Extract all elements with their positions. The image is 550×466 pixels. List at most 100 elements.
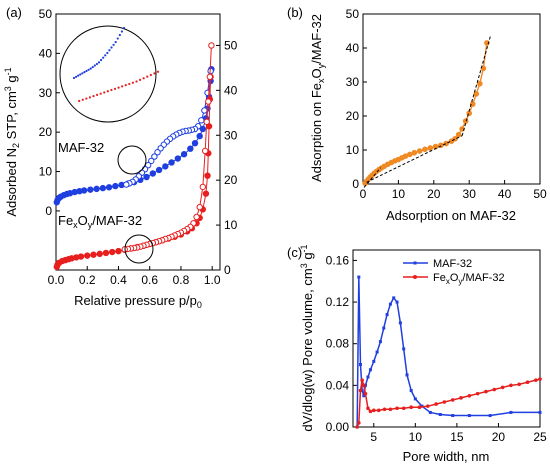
panel-a-ylabel: Adsorbed N2 STP, cm3 g-1 xyxy=(3,67,21,216)
panel-c-series-fexoy-point xyxy=(484,389,488,394)
panel-c-series-maf32-point xyxy=(382,326,386,330)
panel-a-yright-tick-label: 0 xyxy=(224,263,231,277)
panel-a-series-1-point xyxy=(162,163,169,170)
panel-a-inset-point xyxy=(104,54,107,57)
panel-a-yleft-tick-label: 50 xyxy=(39,7,53,21)
panel-a-series-2-point xyxy=(154,149,161,156)
panel-c-xtick-label: 20 xyxy=(492,430,506,444)
panel-a-inset-point xyxy=(87,68,90,71)
panel-a-series-4-point xyxy=(199,183,207,191)
panel-b-xtick-label: 20 xyxy=(427,187,441,201)
panel-a-yright-tick-label: 20 xyxy=(224,173,238,187)
panel-b-point xyxy=(427,145,434,151)
panel-b-xtick-label: 30 xyxy=(463,187,477,201)
panel-b-point xyxy=(455,131,462,138)
panel-c-frame xyxy=(352,249,541,428)
panel-c-xtick-label: 5 xyxy=(370,430,377,444)
panel-c-label: (c) xyxy=(287,245,302,260)
panel-a-series-4-point xyxy=(208,42,215,49)
panel-a-label-fexoy: FexOy/MAF-32 xyxy=(58,213,142,230)
panel-a-inset-point xyxy=(146,75,149,78)
panel-a-inset-point xyxy=(124,84,127,87)
panel-c-series-fexoy-line xyxy=(356,378,541,428)
panel-a-series-1-point xyxy=(187,145,194,152)
panel-a-inset-point xyxy=(102,56,105,59)
panel-c-series-fexoy-point xyxy=(357,421,361,425)
panel-a-series-1-point xyxy=(191,139,199,147)
panel-c-series-maf32-point xyxy=(413,397,417,401)
panel-a-inset-point xyxy=(131,81,135,84)
panel-c-series-fexoy-point xyxy=(401,406,406,411)
panel-b-point xyxy=(411,149,418,156)
panel-c-xtick-label: 10 xyxy=(409,430,423,444)
legend-label-fexoy: FexOy/MAF-32 xyxy=(433,272,505,286)
panel-b-point xyxy=(443,140,449,147)
panel-c-series-maf32-point xyxy=(409,389,413,393)
panel-a-inset-point xyxy=(92,95,95,98)
panel-a-series-1-point xyxy=(155,166,163,174)
panel-a-yright-tick-label: 10 xyxy=(224,218,238,232)
panel-a-xtick-label: 0.4 xyxy=(110,273,127,287)
panel-c-series-maf32-point xyxy=(357,275,361,279)
panel-a-yleft-tick-label: 40 xyxy=(39,46,53,60)
legend-label-maf32: MAF-32 xyxy=(433,258,472,270)
panel-c-series-maf32-point xyxy=(385,313,389,317)
panel-a-yright-tick-label: 40 xyxy=(224,83,238,97)
panel-a-series-4-point xyxy=(196,203,203,211)
panel-c-series-fexoy-point xyxy=(395,406,399,411)
panel-c-series-fexoy-point xyxy=(442,400,447,404)
panel-c-series-fexoy-point xyxy=(382,407,387,412)
panel-c-series-fexoy-point xyxy=(492,387,497,392)
panel-c-series-fexoy-point xyxy=(450,398,455,402)
panel-a-inset-point xyxy=(149,73,152,77)
panel-c-ytick-label: 0.16 xyxy=(326,253,350,267)
panel-c-series-maf32-point xyxy=(372,359,376,363)
panel-c-series-fexoy-point xyxy=(538,377,542,381)
panel-c-series-fexoy-point xyxy=(360,378,364,382)
panel-c-series-fexoy-point xyxy=(363,391,368,396)
panel-c-series-maf32-point xyxy=(538,410,542,414)
panel-b-xtick-label: 10 xyxy=(392,187,406,201)
panel-a-series-1-point xyxy=(143,173,150,181)
panel-b-fit-line xyxy=(363,167,382,188)
panel-a-inset-point xyxy=(81,98,84,101)
panel-c-series-maf32-point xyxy=(467,414,471,418)
panel-a-inset-point xyxy=(89,67,92,70)
panel-c-series-fexoy-point xyxy=(525,380,530,385)
panel-a-inset-point xyxy=(128,82,131,86)
panel-c-series-fexoy-point xyxy=(467,393,472,398)
panel-a-series-1-point xyxy=(180,151,188,158)
panel-c-series-fexoy-point xyxy=(362,383,366,388)
panel-a-inset-point xyxy=(142,77,145,80)
panel-a-inset-point xyxy=(93,64,96,67)
panel-a-series-1-point xyxy=(87,186,94,193)
panel-b-ytick-label: 50 xyxy=(346,7,360,21)
panel-a-inset-point xyxy=(120,30,124,33)
panel-a-inset-point xyxy=(79,73,82,76)
legend-marker-maf32 xyxy=(413,261,417,265)
panel-a-inset-point xyxy=(108,49,111,52)
panel-a-series-4-point xyxy=(201,147,209,155)
panel-c-series-fexoy-point xyxy=(417,405,422,410)
panel-b-ytick-label: 0 xyxy=(352,177,359,191)
panel-a-series-3-point xyxy=(77,253,85,260)
panel-a-inset-point xyxy=(77,74,80,77)
panel-a-inset-point xyxy=(106,51,109,55)
panel-c-ytick-label: 0.12 xyxy=(326,295,350,309)
panel-a-inset-point xyxy=(110,46,113,49)
panel-c-xtick-label: 15 xyxy=(450,430,464,444)
panel-b-point xyxy=(432,143,439,150)
panel-c-series-fexoy-point xyxy=(434,402,438,406)
panel-a-series-1-point xyxy=(80,187,88,194)
panel-a-series-2-point xyxy=(201,107,208,114)
legend-marker-fexoy xyxy=(413,275,417,279)
panel-a-series-3-point xyxy=(102,249,110,257)
panel-a-inset-point xyxy=(88,96,92,99)
panel-a-inset-point xyxy=(153,72,156,75)
panel-a-series-1-point xyxy=(99,184,107,192)
panel-a-inset-point xyxy=(110,88,113,92)
panel-a-label: (a) xyxy=(6,5,22,20)
panel-a-inset-point xyxy=(85,97,88,100)
panel-c-series-maf32-point xyxy=(428,410,432,414)
